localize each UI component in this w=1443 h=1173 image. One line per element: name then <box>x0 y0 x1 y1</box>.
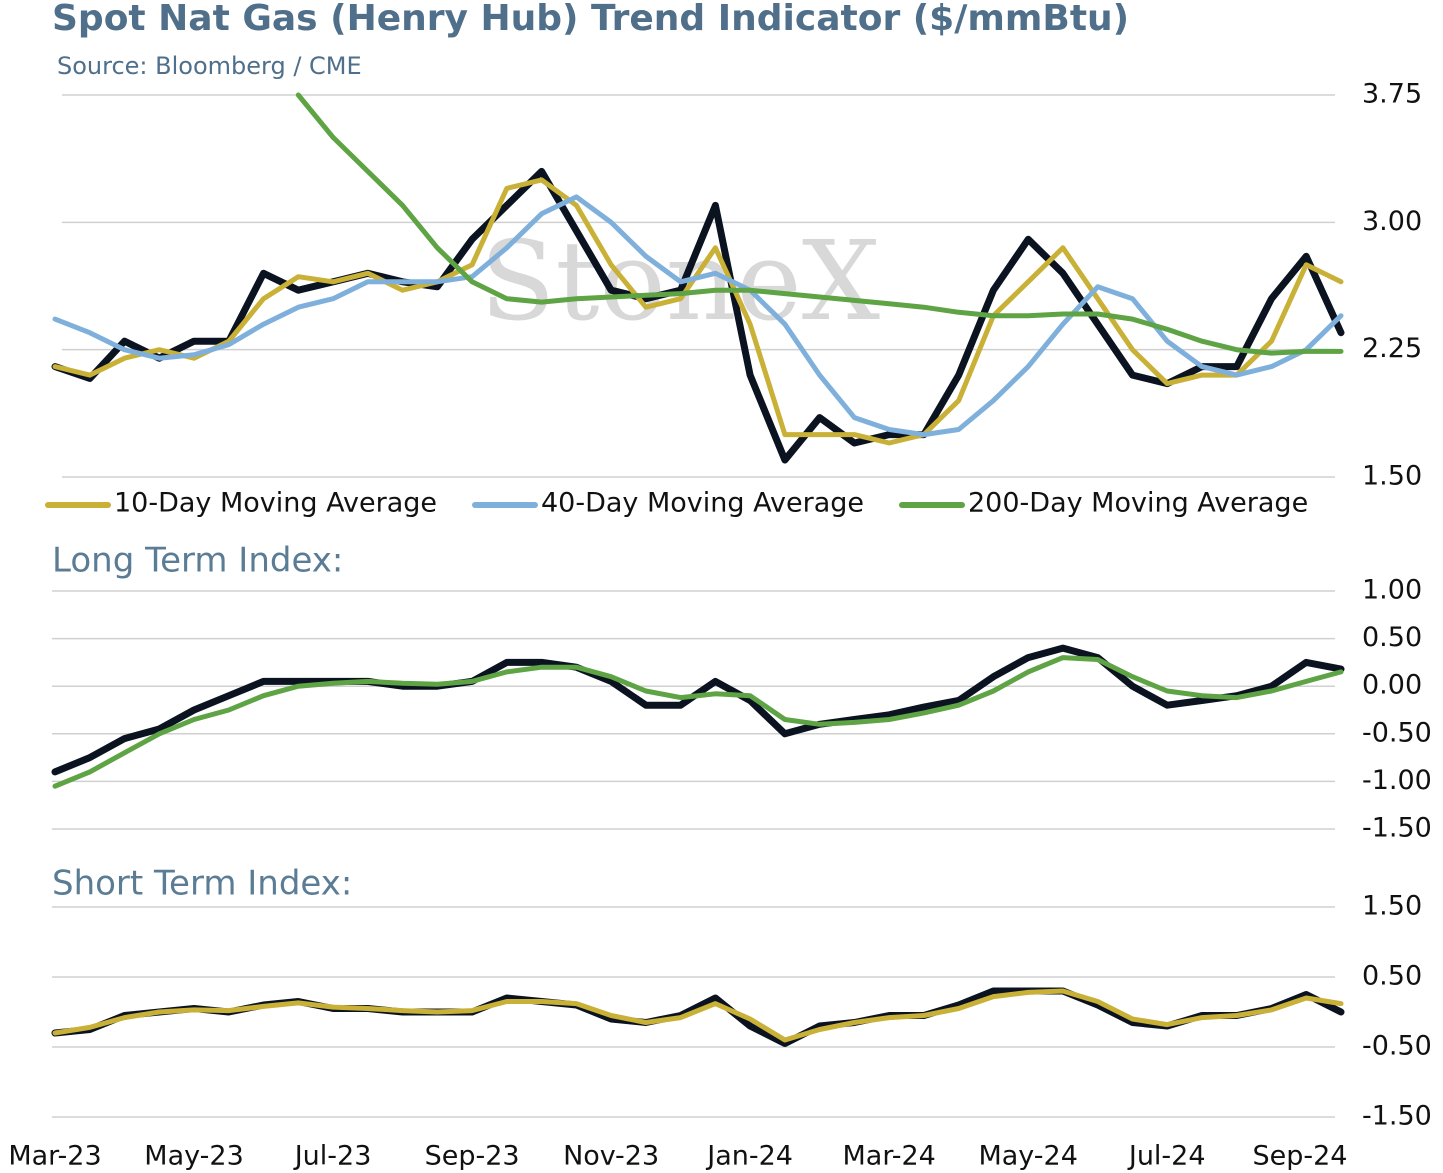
y-tick-label: 0.50 <box>1362 961 1422 992</box>
x-tick-label: Mar-24 <box>842 1141 935 1172</box>
series-line <box>295 92 1344 356</box>
y-tick-label: -1.00 <box>1362 765 1432 796</box>
y-tick-label: 1.50 <box>1362 461 1422 492</box>
y-tick-label: 3.00 <box>1362 206 1422 237</box>
series-line <box>52 988 1344 1043</box>
series-line <box>52 655 1344 789</box>
panel-title: Long Term Index: <box>52 541 343 581</box>
x-tick-label: May-23 <box>144 1141 243 1172</box>
x-tick-label: Jul-23 <box>293 1141 372 1172</box>
chart-subtitle: Source: Bloomberg / CME <box>57 52 362 80</box>
x-tick-label: Sep-23 <box>425 1141 520 1172</box>
x-tick-label: Sep-24 <box>1253 1141 1348 1172</box>
y-tick-label: 0.00 <box>1362 670 1422 701</box>
series-line <box>51 987 1345 1047</box>
series-line <box>52 177 1344 446</box>
y-tick-label: -0.50 <box>1362 717 1432 748</box>
chart-title: Spot Nat Gas (Henry Hub) Trend Indicator… <box>52 0 1129 39</box>
y-tick-label: -1.50 <box>1362 813 1432 844</box>
series-line <box>51 167 1345 464</box>
y-tick-label: 0.50 <box>1362 622 1422 653</box>
y-tick-label: 3.75 <box>1362 79 1422 110</box>
x-tick-label: Nov-23 <box>563 1141 659 1172</box>
y-tick-label: 1.50 <box>1362 891 1422 922</box>
y-tick-label: -0.50 <box>1362 1031 1432 1062</box>
y-tick-label: 2.25 <box>1362 333 1422 364</box>
x-tick-label: May-24 <box>978 1141 1077 1172</box>
panel-title: Short Term Index: <box>52 864 352 904</box>
legend-label: 10-Day Moving Average <box>114 488 437 519</box>
x-tick-label: Mar-23 <box>8 1141 101 1172</box>
x-tick-label: Jul-24 <box>1127 1141 1206 1172</box>
x-tick-label: Jan-24 <box>705 1141 793 1172</box>
y-tick-label: -1.50 <box>1362 1101 1432 1132</box>
legend-label: 200-Day Moving Average <box>968 488 1308 519</box>
series-line <box>52 194 1344 438</box>
legend-label: 40-Day Moving Average <box>541 488 864 519</box>
y-tick-label: 1.00 <box>1362 575 1422 606</box>
series-line <box>51 644 1345 776</box>
